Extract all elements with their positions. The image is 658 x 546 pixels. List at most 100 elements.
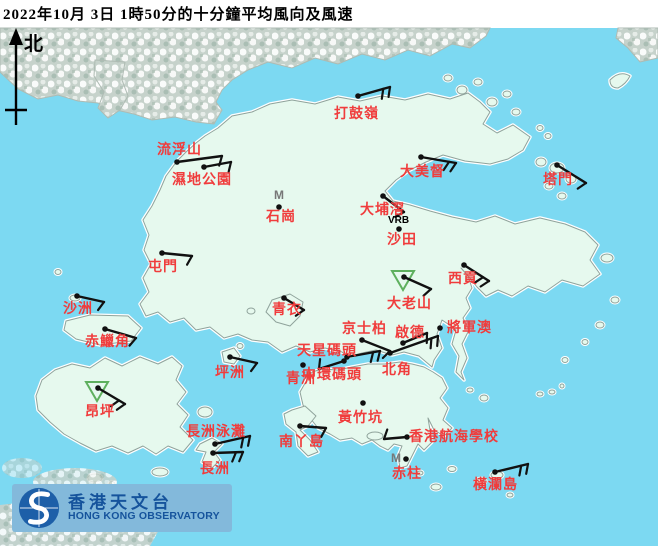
station-marker-cheung-chau (210, 450, 216, 456)
islet (600, 253, 614, 263)
islet (479, 394, 489, 402)
station-label-kings-park: 京士柏 (342, 320, 387, 337)
shekou-peninsula (93, 59, 129, 119)
station-marker-tseung-kwan-o (437, 325, 443, 331)
station-stanley: 赤柱 (392, 456, 421, 482)
station-label-lau-fau-shan: 流浮山 (157, 141, 202, 158)
station-label-hk-sea-school: 香港航海學校 (408, 428, 499, 445)
station-ta-kwu-ling: 打鼓嶺 (334, 85, 392, 122)
islet (151, 467, 169, 477)
station-shek-kong: 石崗 (265, 204, 295, 225)
station-marker-tai-po-kau (380, 193, 386, 199)
station-waglan-island: 橫瀾島 (473, 462, 530, 493)
islet (366, 431, 384, 441)
wind-barb-shaft-tsing-yi (282, 296, 306, 312)
station-marker-chek-lap-kok (102, 326, 108, 332)
station-marker-ta-kwu-ling (355, 93, 361, 99)
wind-barb-feather-ta-kwu-ling (380, 87, 385, 100)
islet (416, 470, 424, 476)
wind-barb-feather-sha-chau (96, 300, 106, 312)
wind-barb-feather-ngong-ping (115, 402, 127, 411)
station-kai-tak: 啟德 (395, 324, 429, 346)
wind-barb-shaft-north-point (388, 334, 440, 355)
station-marker-tap-mun (554, 162, 560, 168)
islet (536, 125, 544, 131)
station-label-green-island: 青洲 (286, 370, 316, 387)
wind-barb-feather-ta-kwu-ling (387, 85, 392, 98)
islet (54, 269, 62, 275)
station-marker-sai-kung (461, 262, 467, 268)
station-tseung-kwan-o: 將軍澳 (437, 319, 491, 336)
station-chek-lap-kok: 赤鱲角 (85, 326, 138, 350)
station-lamma-island: 南丫島 (279, 423, 328, 450)
wind-barb-shaft-sha-chau (75, 294, 106, 304)
bottom-left-texture (2, 458, 42, 478)
station-sha-tin: 沙田 (387, 226, 416, 248)
station-marker-tuen-mun (159, 250, 165, 256)
station-marker-stanley (403, 456, 409, 462)
station-label-north-point: 北角 (382, 361, 412, 378)
station-tap-mun: 塔門 (543, 162, 588, 190)
station-marker-kings-park (359, 337, 365, 343)
wind-barb-shaft-tap-mun (555, 163, 588, 185)
annotation-stanley-m: M (391, 451, 401, 465)
wind-barb-shaft-star-ferry-pier (345, 349, 382, 359)
lamma-island-shape (283, 405, 319, 457)
islet (536, 391, 544, 397)
station-kings-park: 京士柏 (342, 320, 392, 360)
islet (236, 343, 244, 349)
islet (447, 466, 457, 472)
station-label-cheung-chau-beach: 長洲泳灘 (186, 423, 246, 440)
wind-barb-feather-star-ferry-pier (369, 351, 375, 364)
station-marker-wong-chuk-hang (360, 400, 366, 406)
page-title: 2022年10月 3日 1時50分的十分鐘平均風向及風速 (3, 7, 354, 23)
islet (473, 78, 483, 86)
station-label-tai-po-kau: 大埔滘 (360, 201, 405, 218)
islet (581, 339, 589, 345)
station-marker-lamma-island (297, 423, 303, 429)
station-wong-chuk-hang: 黃竹坑 (337, 400, 383, 426)
islet (548, 389, 556, 395)
wind-barb-shaft-waglan-island (493, 462, 530, 474)
tsing-yi-island (265, 293, 304, 327)
station-marker-star-ferry-pier (344, 354, 350, 360)
station-tai-po-kau: 大埔滘 (360, 193, 406, 218)
islet (557, 192, 567, 200)
station-label-ngong-ping: 昂坪 (85, 404, 115, 420)
wind-barb-feather-tates-cairn (422, 287, 433, 297)
station-label-tsing-yi: 青衣 (272, 301, 302, 318)
hko-logo-english: HONG KONG OBSERVATORY (68, 510, 220, 523)
annotation-shek-kong-m: M (274, 188, 284, 202)
lantau-island (35, 356, 194, 455)
station-tsing-yi: 青衣 (272, 295, 306, 318)
north-arrow-icon (5, 28, 27, 125)
station-label-tap-mun: 塔門 (543, 171, 573, 188)
station-marker-sha-tin (396, 226, 402, 232)
station-tuen-mun: 屯門 (148, 250, 194, 275)
station-label-wong-chuk-hang: 黃竹坑 (337, 409, 383, 426)
hko-logo-chinese: 香港天文台 (68, 492, 173, 512)
station-label-sai-kung: 西貢 (448, 271, 478, 287)
station-wetland-park: 濕地公園 (172, 160, 233, 188)
station-marker-sha-chau (74, 293, 80, 299)
station-label-chek-lap-kok: 赤鱲角 (85, 333, 130, 350)
islet (544, 133, 552, 139)
islet (430, 483, 442, 491)
wind-barb-feather-waglan-island (518, 464, 523, 477)
wind-barb-feather-tai-mei-tuk (449, 161, 458, 173)
new-territories (139, 92, 601, 381)
wind-barb-shaft-sai-kung (462, 263, 491, 283)
ping-chau-island (609, 73, 631, 89)
islet (486, 97, 498, 107)
hong-kong-island (299, 361, 453, 469)
station-tai-mei-tuk: 大美督 (400, 154, 458, 180)
station-label-waglan-island: 橫瀾島 (473, 476, 518, 493)
wind-barb-shaft-tuen-mun (160, 251, 194, 258)
station-label-wetland-park: 濕地公園 (172, 171, 232, 188)
station-label-tates-cairn: 大老山 (387, 295, 432, 312)
station-peng-chau: 坪洲 (215, 354, 259, 381)
wind-barb-shaft-cheung-chau (211, 450, 245, 455)
station-north-point: 北角 (382, 334, 440, 378)
